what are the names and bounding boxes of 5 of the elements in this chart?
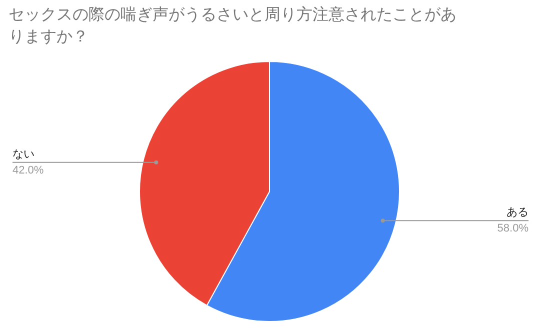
slice-label: ない <box>12 148 34 160</box>
slice-label: ある <box>506 206 528 219</box>
chart-title: セックスの際の喘ぎ声がうるさいと周り方注意されたことがありますか？ <box>8 6 456 46</box>
data-label: 58.0% <box>497 222 529 235</box>
data-label: 42.0% <box>12 164 44 176</box>
